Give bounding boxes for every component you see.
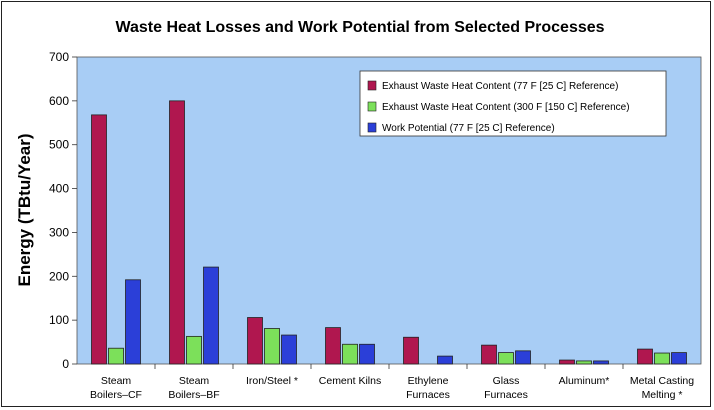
- bar: [559, 359, 575, 365]
- x-category-label: Glass Furnaces: [484, 375, 528, 401]
- chart-title: Waste Heat Losses and Work Potential fro…: [115, 19, 604, 36]
- bar: [576, 360, 592, 365]
- legend: Exhaust Waste Heat Content (77 F [25 C] …: [359, 70, 667, 137]
- bar: [247, 317, 263, 365]
- bar: [108, 347, 124, 365]
- bar: [403, 336, 419, 365]
- bar: [593, 360, 609, 365]
- y-tick-label: 300: [49, 225, 69, 239]
- legend-swatch: [367, 122, 377, 133]
- bar: [203, 266, 219, 365]
- y-tick-label: 700: [49, 50, 69, 64]
- y-tick-label: 200: [49, 269, 69, 283]
- bar: [481, 344, 497, 365]
- y-axis: 0 100 200 300 400 500 600 700: [49, 50, 77, 371]
- y-tick-label: 600: [49, 94, 69, 108]
- y-tick-label: 100: [49, 313, 69, 327]
- legend-swatch: [367, 80, 377, 91]
- legend-entry-label: Exhaust Waste Heat Content (77 F [25 C] …: [382, 81, 618, 92]
- bar: [169, 100, 185, 365]
- bar: [359, 343, 375, 365]
- bar: [264, 328, 280, 365]
- x-axis: Steam Boilers–CF Steam Boilers–BF Iron/Steel…: [90, 364, 694, 401]
- y-tick-label: 500: [49, 138, 69, 152]
- x-category-label: Ethylene Furnaces: [406, 375, 450, 401]
- x-category-label: Steam Boilers–CF: [90, 375, 142, 401]
- bar: [125, 279, 141, 365]
- y-tick-label: 400: [49, 182, 69, 196]
- legend-swatch: [367, 101, 377, 112]
- x-category-label: Cement Kilns: [319, 375, 381, 387]
- legend-entry-label: Work Potential (77 F [25 C] Reference): [382, 123, 555, 134]
- bar: [637, 348, 653, 365]
- bars: [91, 100, 687, 365]
- x-category-label: Metal Casting Melting *: [630, 375, 694, 401]
- x-category-label: Aluminum*: [559, 375, 610, 387]
- bar: [671, 352, 687, 365]
- legend-box: [359, 70, 667, 137]
- x-category-label: Iron/Steel *: [246, 375, 298, 387]
- bar: [515, 350, 531, 365]
- x-category-label: Steam Boilers–BF: [168, 375, 219, 401]
- bar: [281, 334, 297, 365]
- y-axis-label: Energy (TBtu/Year): [15, 133, 34, 286]
- y-tick-label: 0: [62, 357, 69, 371]
- bar: [91, 114, 107, 365]
- bar: [325, 327, 341, 365]
- bar: [186, 335, 202, 365]
- legend-entry-label: Exhaust Waste Heat Content (300 F [150 C…: [382, 102, 630, 113]
- bar: [498, 352, 514, 365]
- bar: [437, 355, 453, 365]
- bar: [342, 343, 358, 365]
- bar: [654, 352, 670, 365]
